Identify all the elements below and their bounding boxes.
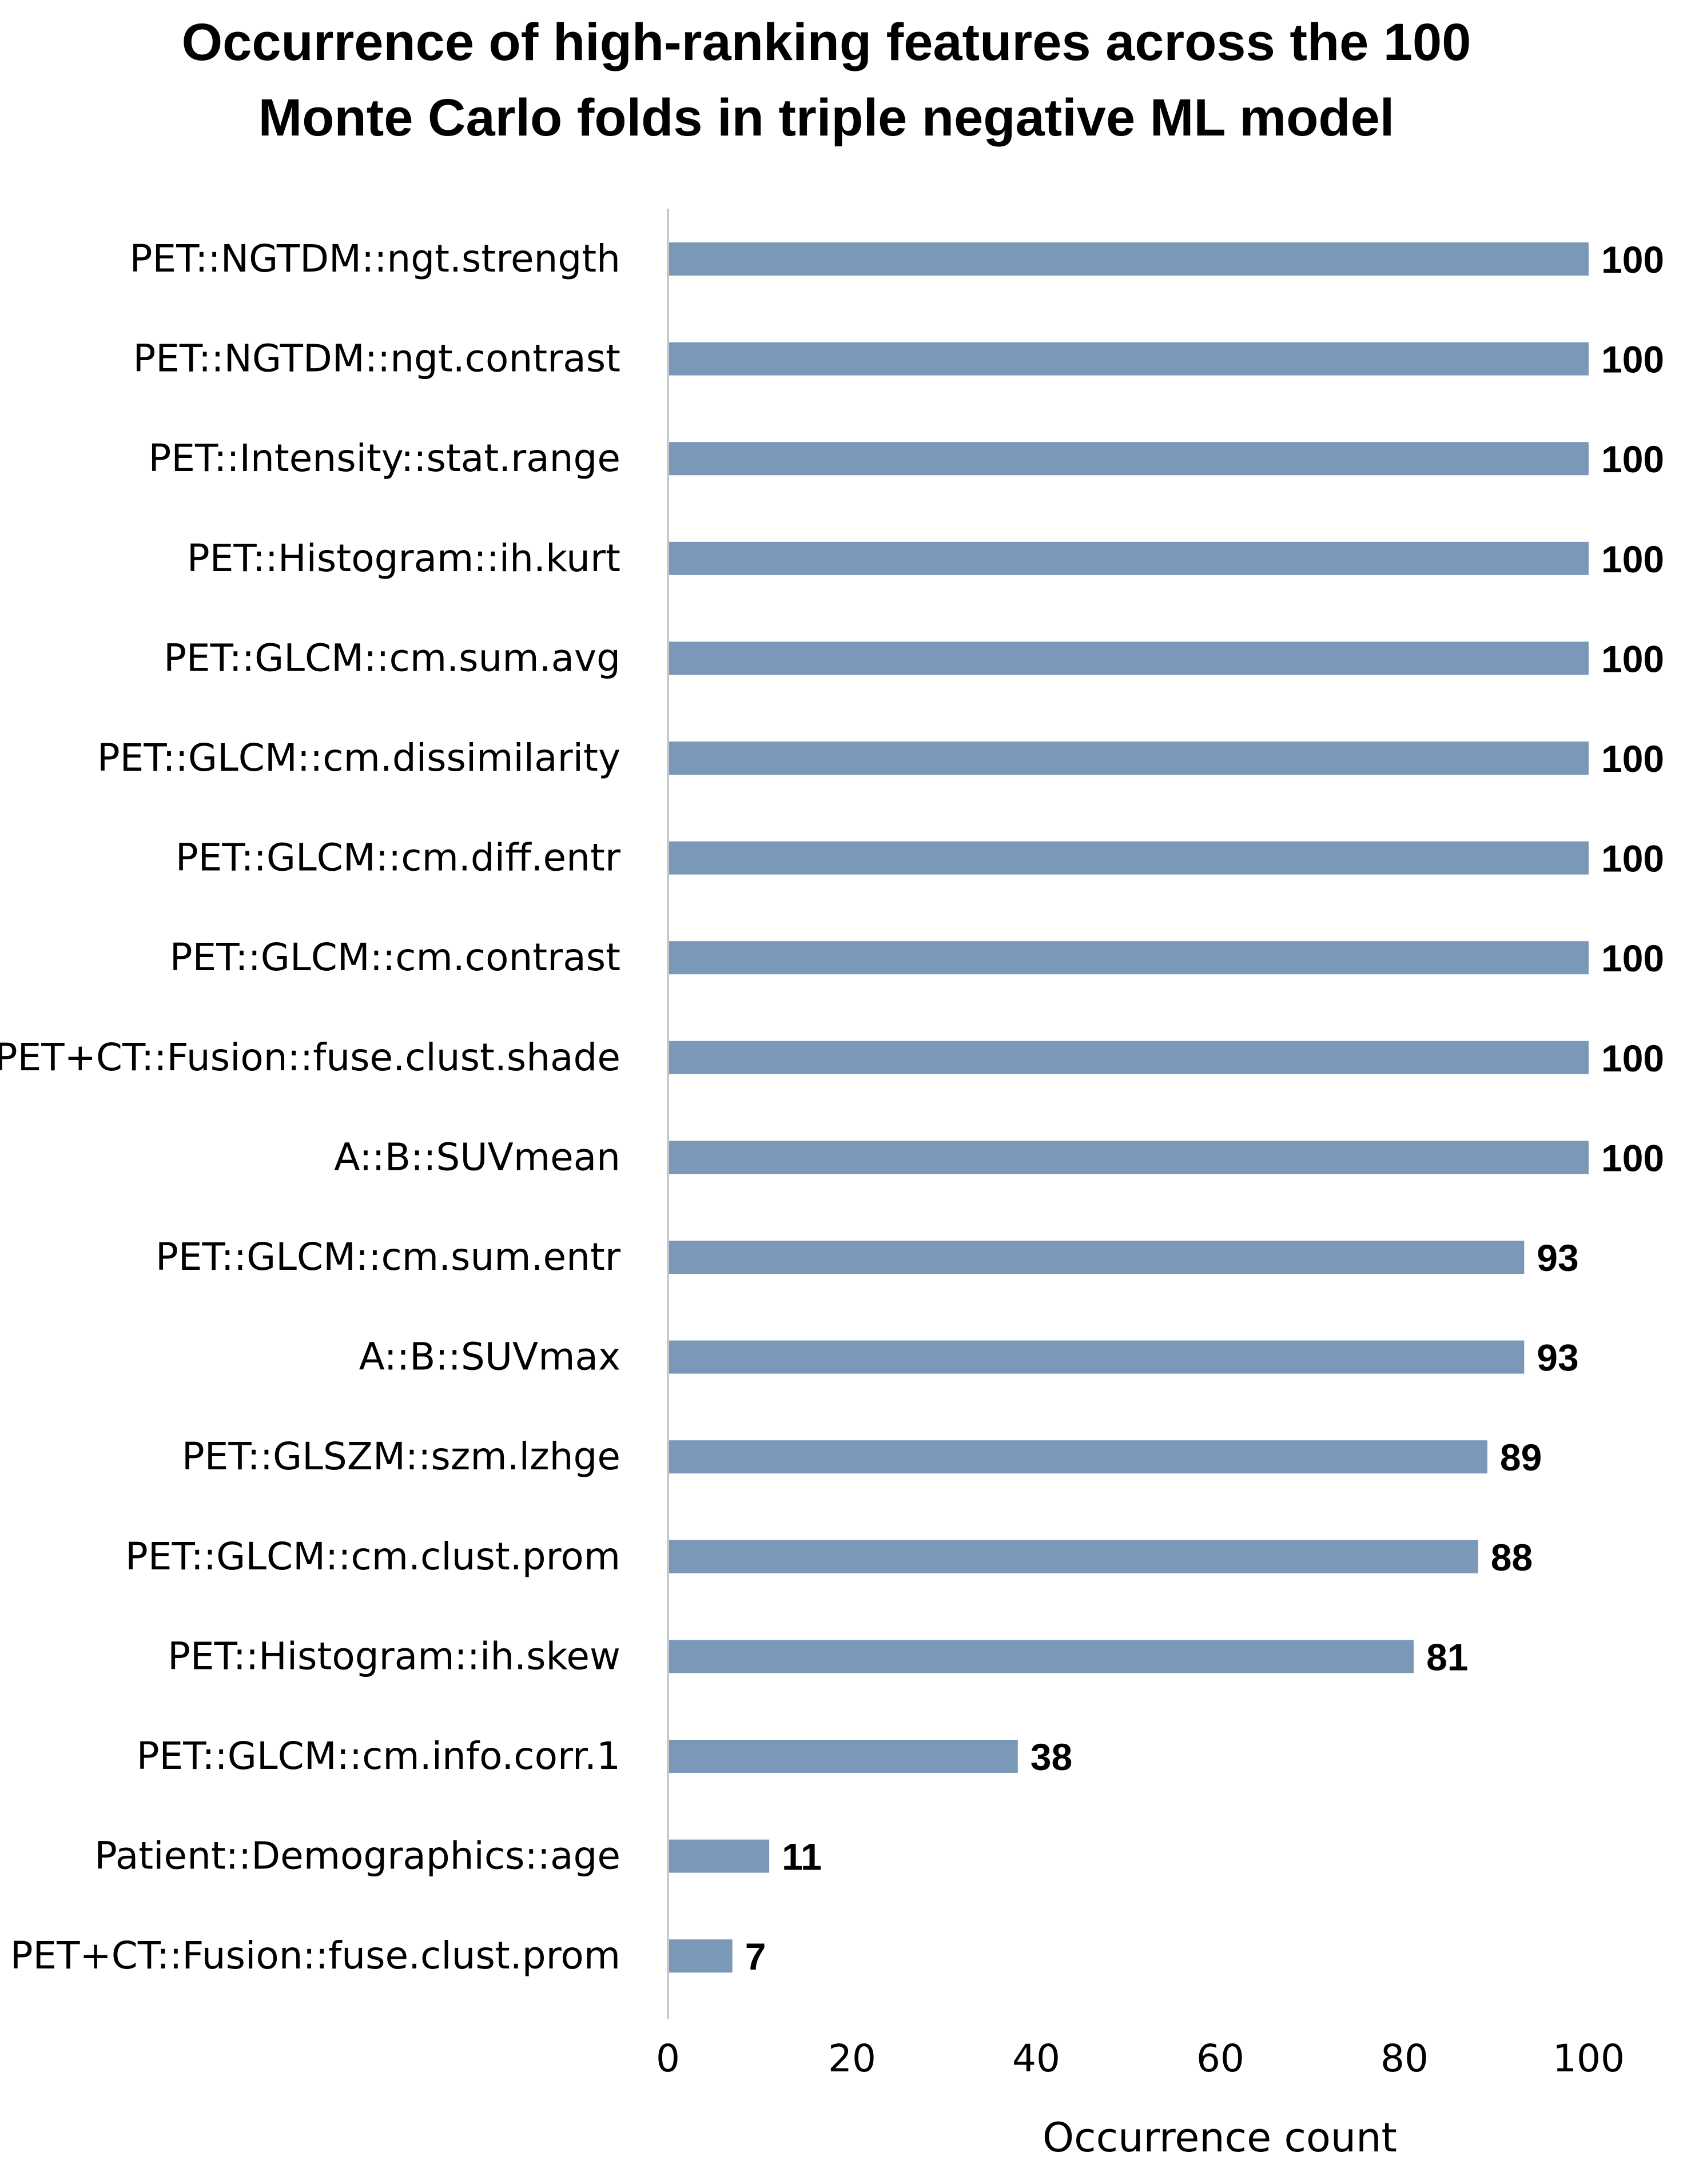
bar [668,1440,1487,1474]
data-label: 100 [1601,1137,1664,1179]
x-tick-label: 40 [1012,2036,1060,2081]
category-label: PET::Histogram::ih.skew [168,1634,620,1678]
bar [668,541,1589,575]
data-label: 88 [1491,1536,1533,1579]
category-label: Patient::Demographics::age [94,1834,620,1878]
category-label: PET::Intensity::stat.range [149,436,620,480]
data-label: 100 [1601,637,1664,680]
bar [668,1540,1478,1573]
chart-title: Occurrence of high-ranking features acro… [0,5,1653,156]
x-tick-label: 100 [1553,2036,1625,2081]
data-label: 89 [1500,1436,1542,1478]
value-labels-group: 100 100 100 100 100 100 100 100 100 100 93 93 89 88 81… [745,238,1664,1978]
bar [668,841,1589,875]
category-label: A::B::SUVmax [359,1335,620,1379]
data-label: 7 [745,1935,766,1978]
data-label: 11 [782,1836,822,1878]
category-label: PET::GLCM::cm.info.corr.1 [137,1734,620,1778]
chart-title-line-1: Occurrence of high-ranking features acro… [181,13,1471,71]
bar [668,1241,1525,1274]
data-label: 100 [1601,937,1664,979]
bar [668,1640,1414,1673]
bars-group [668,242,1589,1973]
x-tick-label: 20 [828,2036,876,2081]
x-tick-label: 60 [1196,2036,1244,2081]
bar [668,941,1589,975]
data-label: 100 [1601,338,1664,381]
bar [668,1340,1525,1374]
bar [668,1041,1589,1074]
bar [668,1839,770,1873]
bar [668,442,1589,476]
data-label: 93 [1537,1237,1578,1279]
bar [668,1740,1018,1773]
bar [668,1141,1589,1174]
data-label: 93 [1537,1337,1578,1379]
category-label: PET::NGTDM::ngt.strength [130,237,620,281]
data-label: 100 [1601,438,1664,480]
data-label: 100 [1601,1037,1664,1079]
bar [668,242,1589,276]
bar [668,742,1589,775]
x-tick-label: 80 [1380,2036,1429,2081]
x-tick-labels-group: 0 20 40 60 80 100 [656,2036,1625,2081]
data-label: 100 [1601,238,1664,281]
data-label: 81 [1426,1636,1468,1678]
category-label: PET::GLCM::cm.dissimilarity [97,736,620,780]
bar [668,641,1589,675]
category-label: PET::GLCM::cm.clust.prom [125,1535,620,1579]
category-labels-group: PET::NGTDM::ngt.strengthPET::NGTDM::ngt.… [0,237,621,1978]
category-label: PET::GLCM::cm.contrast [170,935,620,979]
data-label: 38 [1031,1736,1072,1778]
data-label: 100 [1601,838,1664,880]
category-label: PET+CT::Fusion::fuse.clust.prom [10,1934,620,1978]
category-label: PET::GLSZM::szm.lzhge [182,1434,620,1478]
category-label: PET::GLCM::cm.sum.entr [156,1235,621,1279]
category-label: PET::NGTDM::ngt.contrast [133,337,620,381]
bar [668,1939,733,1973]
category-label: PET+CT::Fusion::fuse.clust.shade [0,1035,620,1079]
category-label: PET::GLCM::cm.sum.avg [164,636,620,680]
chart-title-line-2: Monte Carlo folds in triple negative ML … [258,89,1395,147]
data-label: 100 [1601,738,1664,780]
x-tick-label: 0 [656,2036,680,2081]
category-label: A::B::SUVmean [334,1135,620,1179]
bar [668,342,1589,376]
category-label: PET::Histogram::ih.kurt [187,536,620,580]
data-label: 100 [1601,538,1664,580]
category-label: PET::GLCM::cm.diff.entr [176,836,621,880]
x-axis-title: Occurrence count [1043,2114,1397,2161]
